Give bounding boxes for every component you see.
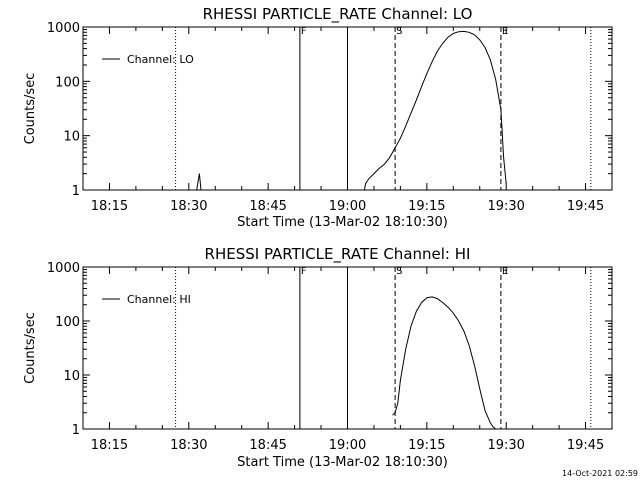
marker-label: S [396, 26, 402, 37]
x-axis-label: Start Time (13-Mar-02 18:10:30) [237, 215, 448, 230]
y-tick-label: 100 [55, 75, 80, 90]
legend-label: Channel: HI [127, 293, 191, 306]
y-tick-label: 1 [72, 184, 80, 199]
y-tick-label: 10 [63, 369, 80, 384]
plot-panel-lo: RHESSI PARTICLE_RATE Channel: LO 1 10 100 10… [23, 5, 613, 230]
x-tick-label: 19:30 [487, 438, 524, 453]
series-line [196, 173, 202, 191]
marker-label: E [502, 266, 508, 277]
chart-title: RHESSI PARTICLE_RATE Channel: HI [205, 245, 471, 264]
x-tick-label: 19:15 [408, 199, 445, 214]
y-tick-label: 1 [72, 423, 80, 438]
x-tick-label: 19:45 [567, 199, 604, 214]
y-tick-label: 100 [55, 315, 80, 330]
plot-panel-hi: RHESSI PARTICLE_RATE Channel: HI 1 10 100 10… [23, 245, 613, 470]
y-axis-label: Counts/sec [23, 73, 38, 145]
x-tick-label: 19:30 [487, 199, 524, 214]
x-axis-label: Start Time (13-Mar-02 18:10:30) [237, 455, 448, 470]
marker-label: F [301, 266, 307, 277]
x-tick-label: 19:00 [329, 199, 366, 214]
y-axis-label: Counts/sec [23, 312, 38, 384]
x-tick-label: 18:15 [91, 199, 128, 214]
series-line [392, 296, 496, 430]
marker-label: S [396, 266, 402, 277]
marker-label: F [301, 26, 307, 37]
x-tick-label: 18:30 [170, 199, 207, 214]
y-tick-label: 1000 [47, 21, 80, 36]
timestamp: 14-Oct-2021 02:59 [562, 469, 638, 478]
x-tick-label: 18:30 [170, 438, 207, 453]
x-tick-label: 18:45 [249, 438, 286, 453]
x-tick-label: 19:00 [329, 438, 366, 453]
x-tick-label: 18:45 [249, 199, 286, 214]
y-tick-label: 1000 [47, 261, 80, 276]
marker-label: E [502, 26, 508, 37]
series-line [363, 30, 507, 191]
x-tick-label: 18:15 [91, 438, 128, 453]
x-tick-label: 19:15 [408, 438, 445, 453]
x-tick-label: 19:45 [567, 438, 604, 453]
chart-title: RHESSI PARTICLE_RATE Channel: LO [203, 5, 473, 24]
legend-label: Channel: LO [127, 53, 194, 66]
y-tick-label: 10 [63, 130, 80, 145]
